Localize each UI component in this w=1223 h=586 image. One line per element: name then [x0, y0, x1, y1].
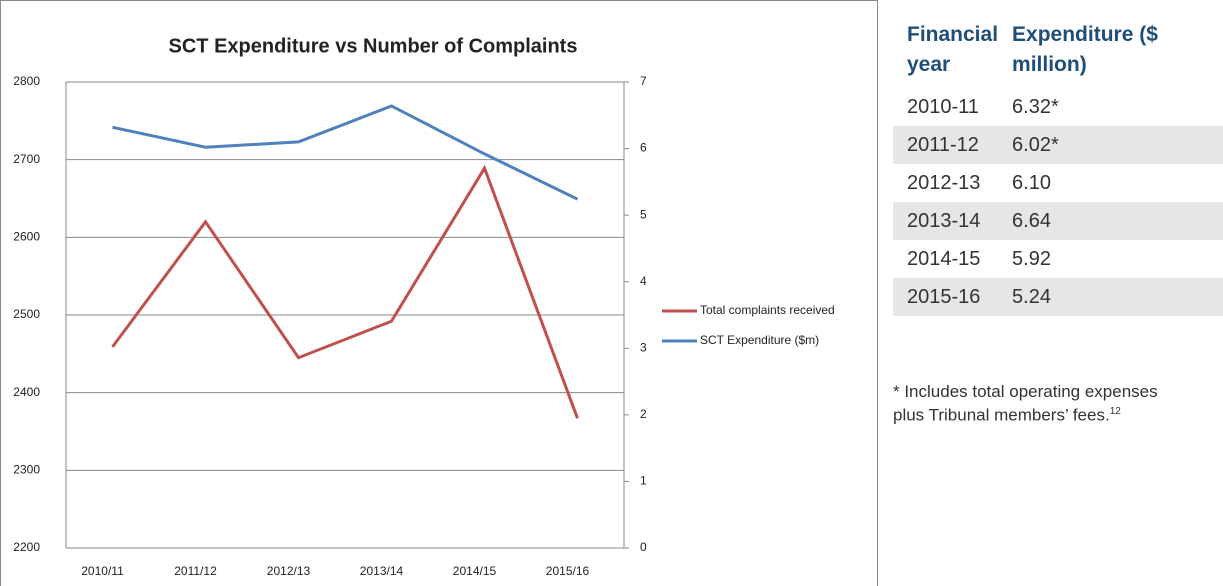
- y2-tick-label: 5: [640, 207, 647, 221]
- expenditure-table: Financial year Expenditure ($ million) 201…: [893, 18, 1223, 316]
- x-tick-label: 2014/15: [453, 564, 497, 578]
- y-tick-label: 2600: [13, 230, 40, 244]
- y2-tick-label: 4: [640, 274, 647, 288]
- table-row: 2015-16 5.24: [893, 278, 1223, 316]
- y-tick-label: 2800: [13, 74, 40, 88]
- table-cell: 2015-16: [893, 278, 999, 316]
- table-cell: 2012-13: [907, 171, 981, 194]
- series-line: [112, 104, 579, 201]
- x-tick-label: 2012/13: [267, 564, 311, 578]
- table-row: 2013-14 6.64: [893, 202, 1223, 240]
- table-cell: 5.92: [1012, 247, 1051, 270]
- table-row: 2012-13 6.10: [893, 164, 1223, 202]
- legend-label: SCT Expenditure ($m): [700, 333, 819, 347]
- table-cell: 2013-14: [893, 202, 999, 240]
- header-cell: Expenditure ($ million): [1012, 23, 1158, 76]
- y2-tick-label: 6: [640, 141, 647, 155]
- y-tick-label: 2500: [13, 307, 40, 321]
- y2-tick-label: 2: [640, 407, 647, 421]
- footnote-ref: 12: [1109, 406, 1121, 417]
- table-cell: 2011-12: [893, 126, 999, 164]
- table-row: 2014-15 5.92: [893, 240, 1223, 278]
- series-line: [111, 164, 579, 419]
- header-cell: Financial year: [907, 23, 999, 76]
- y-tick-label: 2400: [13, 385, 40, 399]
- footnote: * Includes total operating expenses plus…: [893, 382, 1193, 426]
- y-tick-label: 2200: [13, 540, 40, 554]
- chart-frame: [0, 0, 878, 586]
- x-tick-label: 2011/12: [174, 564, 217, 578]
- y2-tick-label: 3: [640, 340, 647, 354]
- table-cell: 6.02*: [998, 126, 1223, 164]
- x-tick-label: 2015/16: [546, 564, 590, 578]
- chart: SCT Expenditure vs Number of Complaints …: [0, 0, 878, 586]
- y-tick-label: 2700: [13, 152, 40, 166]
- table-cell: 5.24: [998, 278, 1223, 316]
- table-row: 2010-11 6.32*: [893, 88, 1223, 126]
- table-cell: 6.10: [1012, 171, 1051, 194]
- y2-tick-label: 7: [640, 74, 647, 88]
- header-row: Financial year Expenditure ($ million): [893, 18, 1223, 88]
- chart-title: SCT Expenditure vs Number of Complaints: [169, 35, 578, 57]
- legend-label: Total complaints received: [700, 303, 835, 317]
- footnote-text: * Includes total operating expenses plus…: [893, 382, 1158, 425]
- table-cell: 6.32*: [1012, 95, 1059, 118]
- x-tick-label: 2010/11: [81, 564, 124, 578]
- table-cell: 6.64: [998, 202, 1223, 240]
- table-cell: 2010-11: [907, 95, 979, 118]
- table-row: 2011-12 6.02*: [893, 126, 1223, 164]
- y2-tick-label: 0: [640, 540, 647, 554]
- x-tick-label: 2013/14: [360, 564, 404, 578]
- y-tick-label: 2300: [13, 463, 40, 477]
- table-cell: 2014-15: [907, 247, 981, 270]
- y2-tick-label: 1: [640, 474, 647, 488]
